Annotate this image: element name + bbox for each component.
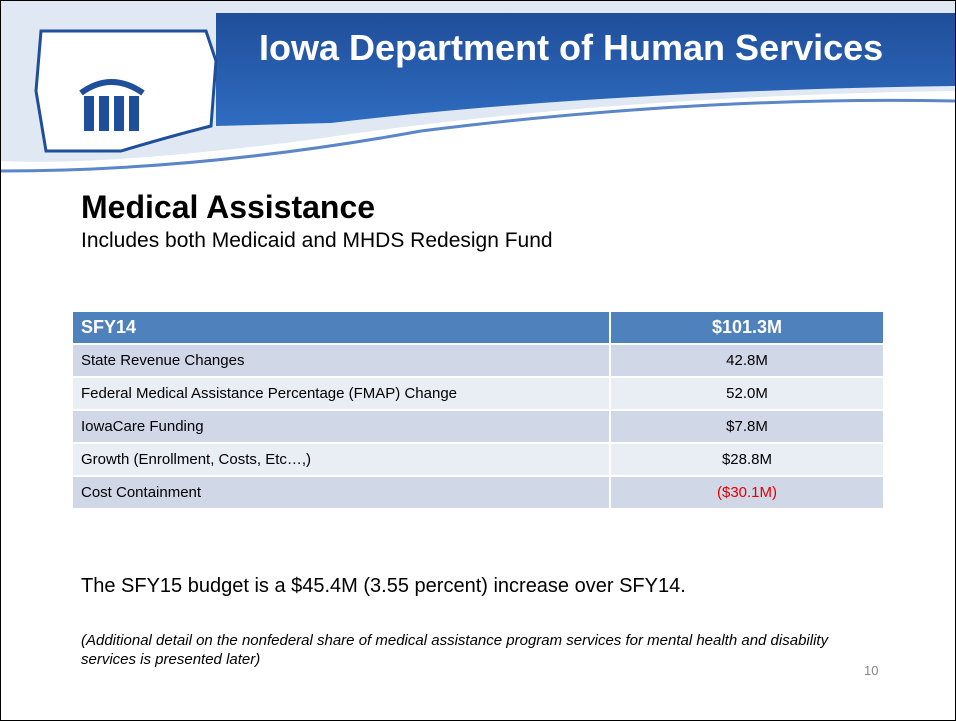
table-row: IowaCare Funding $7.8M — [73, 410, 883, 444]
header-title: Iowa Department of Human Services — [259, 27, 884, 68]
note: (Additional detail on the nonfederal sha… — [81, 632, 829, 668]
label-cell: IowaCare Funding — [73, 410, 610, 444]
label-cell: Growth (Enrollment, Costs, Etc…,) — [73, 443, 610, 477]
subtitle: Includes both Medicaid and MHDS Redesign… — [81, 229, 553, 252]
slide-title: Medical Assistance — [81, 189, 376, 225]
value-cell: $7.8M — [609, 410, 883, 444]
table-row: Growth (Enrollment, Costs, Etc…,) $28.8M — [73, 443, 883, 477]
header-row: SFY14 $101.3M — [73, 312, 883, 345]
value-cell: 42.8M — [609, 344, 883, 378]
table-row: Cost Containment ($30.1M) — [73, 476, 883, 510]
label-cell: State Revenue Changes — [73, 344, 610, 378]
value-cell: $28.8M — [609, 443, 883, 477]
header-banner — [1, 1, 955, 173]
page-number: 10 — [864, 663, 879, 678]
value-cell: ($30.1M) — [609, 476, 883, 510]
label-cell: Federal Medical Assistance Percentage (F… — [73, 377, 610, 411]
summary: The SFY15 budget is a $45.4M (3.55 perce… — [81, 575, 686, 597]
header-cell: SFY14 — [73, 312, 610, 345]
table-row: Federal Medical Assistance Percentage (F… — [73, 377, 883, 411]
header-cell: $101.3M — [609, 312, 883, 345]
table-row: State Revenue Changes 42.8M — [73, 344, 883, 378]
value-cell: 52.0M — [609, 377, 883, 411]
budget-table: SFY14 $101.3M State Revenue Changes 42.8M… — [73, 312, 883, 510]
label-cell: Cost Containment — [73, 476, 610, 510]
